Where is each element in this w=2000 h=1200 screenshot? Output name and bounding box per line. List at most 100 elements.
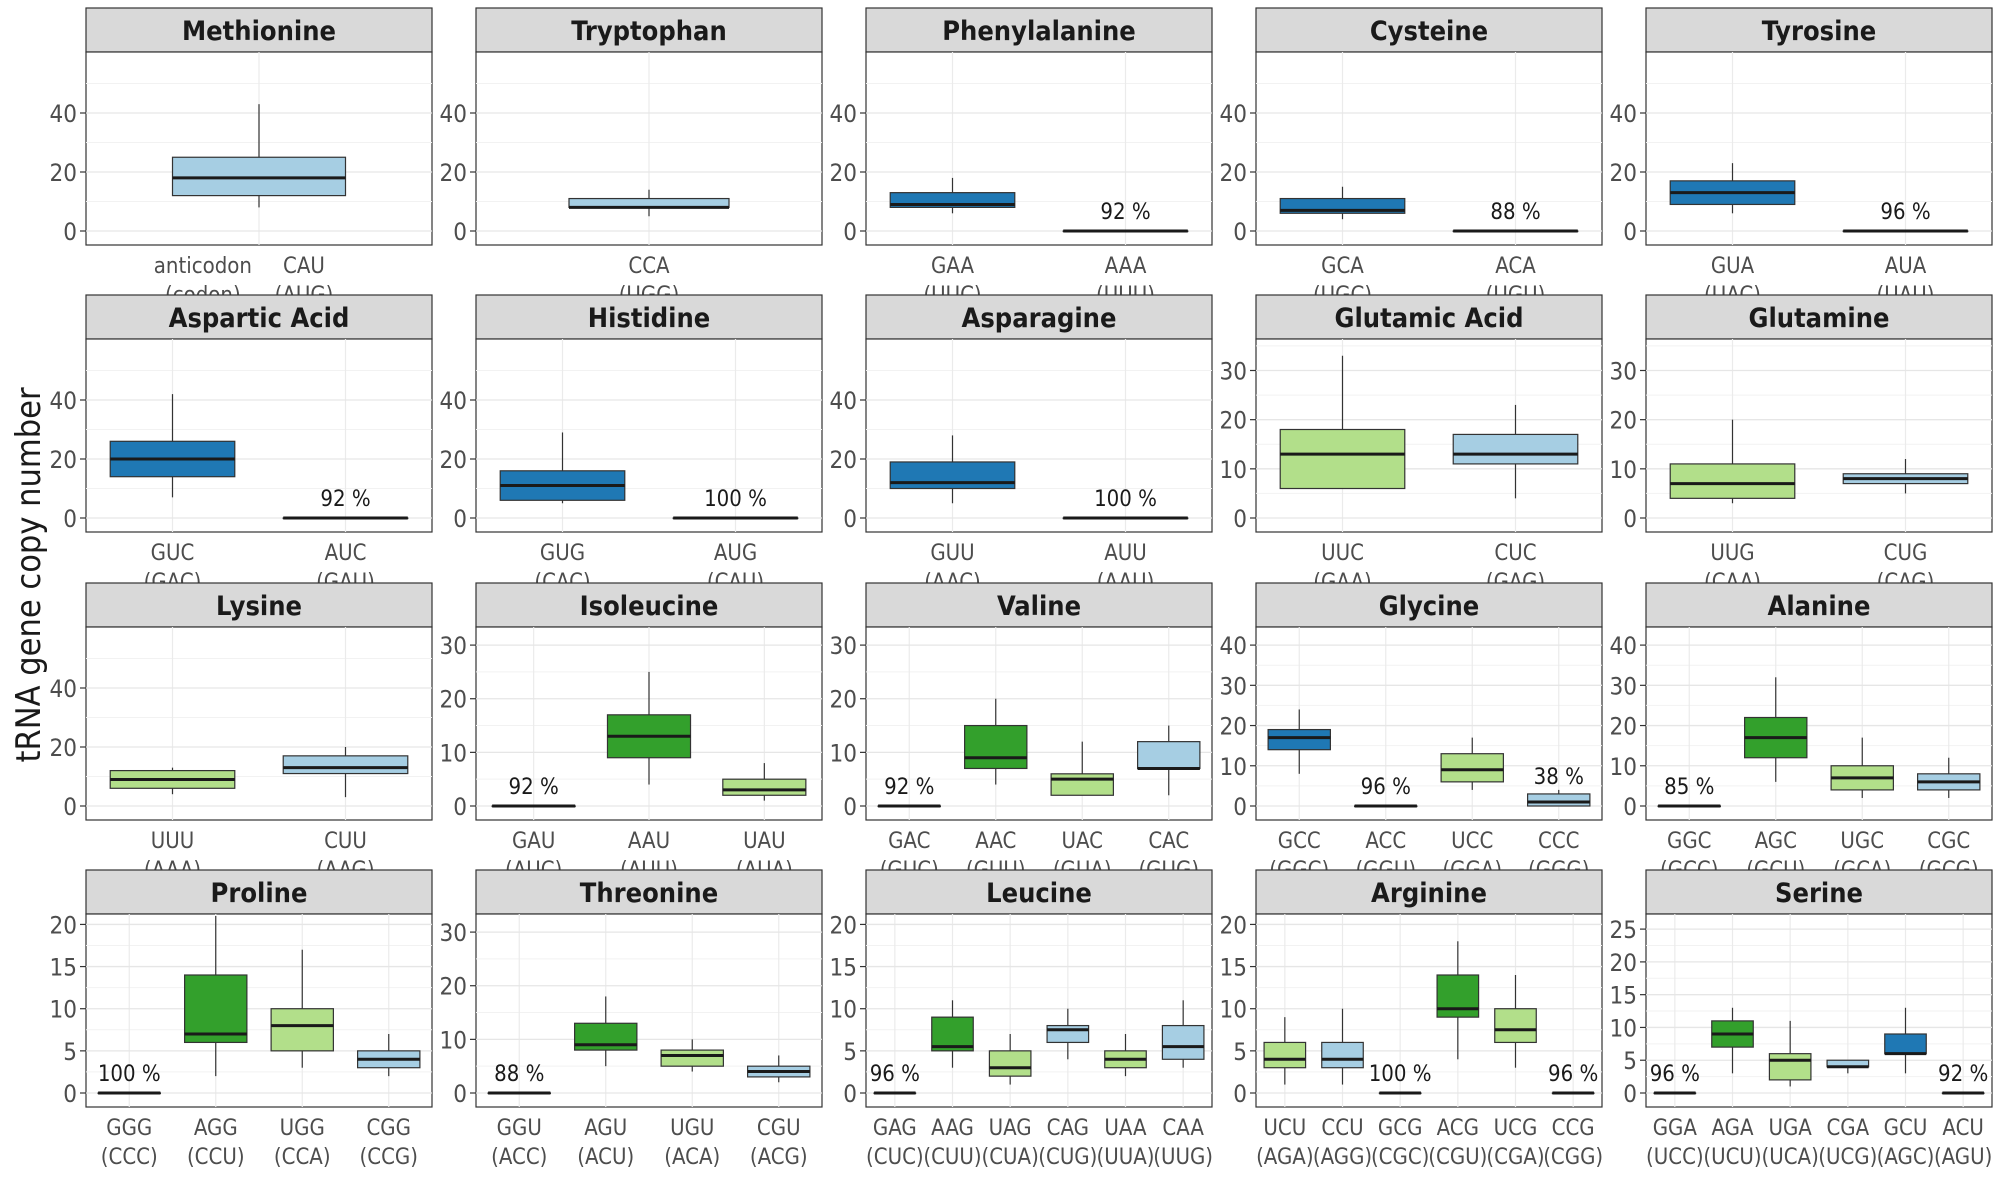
codon-label: (CGU)	[1428, 1145, 1487, 1170]
y-tick-label: 5	[63, 1038, 77, 1066]
y-tick-label: 10	[1220, 753, 1247, 781]
panel-plot-area	[1255, 626, 1603, 821]
y-tick-label: 20	[1610, 713, 1637, 741]
y-tick-label: 20	[50, 446, 77, 474]
y-tick-label: 40	[1610, 632, 1637, 660]
codon-label: (CCU)	[187, 1145, 245, 1170]
panel-title: Phenylalanine	[942, 16, 1136, 47]
y-tick-label: 5	[1233, 1038, 1247, 1066]
y-tick-label: 0	[1233, 505, 1247, 533]
y-tick-label: 20	[1610, 159, 1637, 187]
panel-strip	[1255, 7, 1603, 53]
anticodon-label: AGU	[584, 1116, 627, 1141]
y-tick-label: 10	[440, 739, 467, 767]
panel-strip	[85, 869, 433, 915]
y-tick-label: 40	[1610, 100, 1637, 128]
y-tick-label: 0	[63, 1080, 77, 1108]
zero-percent-label: 88 %	[1490, 200, 1540, 225]
y-tick-label: 40	[1220, 100, 1247, 128]
y-tick-label: 0	[453, 505, 467, 533]
panel-proline: Proline 0 5 10 15 20 100 % GGG (CCC) AGG (CCU) UGG (…	[50, 869, 433, 1170]
box-iqr	[1768, 1053, 1812, 1081]
codon-label: (AGC)	[1877, 1145, 1935, 1170]
zero-percent-label: 100 %	[98, 1062, 161, 1087]
anticodon-label: UCU	[1263, 1116, 1306, 1141]
anticodon-label: AAC	[975, 829, 1016, 854]
anticodon-label: AGC	[1755, 829, 1797, 854]
y-tick-label: 0	[1233, 218, 1247, 246]
panel-title: Valine	[997, 591, 1081, 622]
panel-title: Proline	[211, 878, 308, 909]
anticodon-label: AUA	[1885, 254, 1927, 279]
box-iqr	[184, 974, 248, 1044]
y-tick-label: 0	[1233, 793, 1247, 821]
zero-percent-label: 96 %	[1650, 1062, 1700, 1087]
y-tick-label: 10	[440, 1026, 467, 1054]
anticodon-label: GUC	[151, 541, 195, 566]
anticodon-label: UGU	[670, 1116, 714, 1141]
anticodon-label: UGG	[280, 1116, 325, 1141]
box-iqr	[1050, 773, 1114, 796]
box-iqr	[1279, 428, 1406, 490]
anticodon-label: GUU	[930, 541, 974, 566]
panel-title: Asparagine	[962, 303, 1117, 334]
anticodon-label: CGC	[1927, 829, 1970, 854]
y-tick-label: 0	[843, 218, 857, 246]
box-iqr	[1161, 1024, 1205, 1060]
y-tick-label: 0	[453, 218, 467, 246]
codon-label: (CCA)	[274, 1145, 331, 1170]
y-tick-label: 10	[1610, 753, 1637, 781]
anticodon-label: UUU	[151, 829, 194, 854]
codon-label: (ACA)	[664, 1145, 720, 1170]
panel-title: Glutamic Acid	[1335, 303, 1524, 334]
y-tick-label: 15	[1610, 982, 1637, 1010]
box-iqr	[270, 1008, 334, 1052]
panel-plot-area	[865, 51, 1213, 246]
panel-title: Histidine	[588, 303, 711, 334]
anticodon-label: GAC	[888, 829, 930, 854]
y-tick-label: 0	[453, 793, 467, 821]
y-tick-label: 0	[843, 1080, 857, 1108]
y-tick-label: 30	[1610, 358, 1637, 386]
panel-title: Leucine	[986, 878, 1092, 909]
anticodon-label: GAG	[873, 1116, 917, 1141]
anticodon-label: AGA	[1711, 1116, 1753, 1141]
anticodon-label: CCU	[1321, 1116, 1363, 1141]
anticodon-label: GCU	[1884, 1116, 1928, 1141]
y-tick-label: 25	[1610, 916, 1637, 944]
y-tick-label: 15	[830, 954, 857, 982]
panel-strip	[865, 582, 1213, 628]
box-iqr	[282, 755, 409, 775]
panel-strip	[865, 7, 1213, 53]
panel-title: Lysine	[216, 591, 302, 622]
panel-title: Arginine	[1371, 878, 1487, 909]
anticodon-label: UGC	[1840, 829, 1884, 854]
zero-percent-label: 100 %	[704, 487, 767, 512]
codon-label: (CUA)	[982, 1145, 1039, 1170]
panel-strip	[85, 582, 433, 628]
panel-plot-area	[85, 626, 433, 821]
y-tick-label: 30	[440, 919, 467, 947]
anticodon-label: UAC	[1062, 829, 1103, 854]
y-tick-label: 20	[830, 686, 857, 714]
anticodon-label: GAA	[931, 254, 974, 279]
panel-title: Tyrosine	[1762, 16, 1876, 47]
panel-plot-area	[865, 338, 1213, 533]
codon-label: (CCC)	[101, 1145, 158, 1170]
y-tick-label: 20	[830, 911, 857, 939]
anticodon-label: UGA	[1768, 1116, 1812, 1141]
y-tick-label: 20	[440, 686, 467, 714]
zero-percent-label: 96 %	[1880, 200, 1930, 225]
anticodon-label: CAA	[1162, 1116, 1204, 1141]
codon-label: (CCG)	[360, 1145, 418, 1170]
box-iqr	[1046, 1024, 1090, 1044]
